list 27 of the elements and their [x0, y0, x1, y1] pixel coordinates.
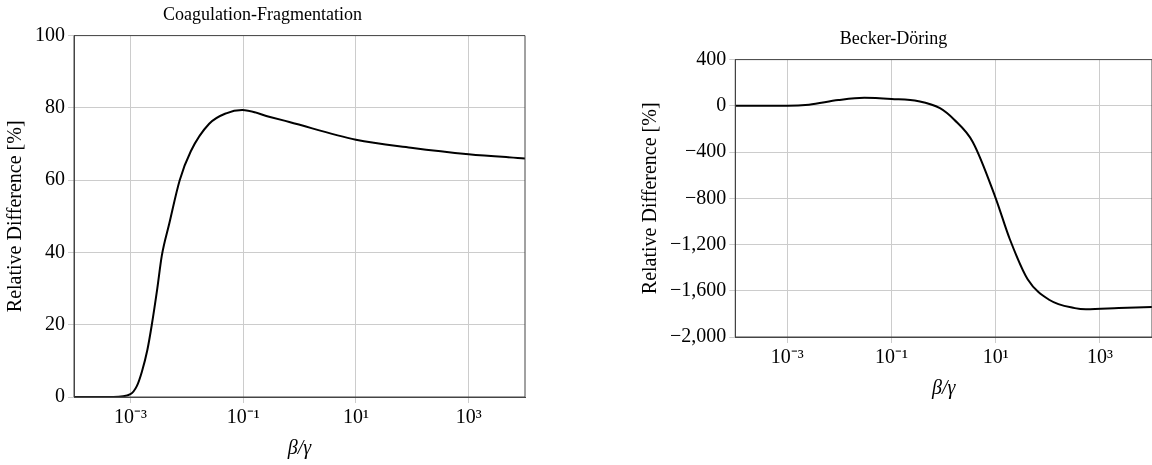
- y-tick-label: −400: [685, 139, 727, 162]
- y-tick-label: −800: [685, 185, 727, 208]
- y-tick-label: 100: [35, 22, 65, 45]
- x-tick-label: 10⁻³: [770, 345, 804, 368]
- y-tick-label: 400: [696, 46, 727, 69]
- y-tick-label: −1,200: [670, 231, 727, 254]
- x-tick-label: 10³: [455, 405, 482, 428]
- x-tick-label: 10⁻³: [113, 405, 147, 428]
- y-tick-label: −2,000: [670, 324, 727, 347]
- x-tick-label: 10¹: [342, 405, 369, 428]
- y-tick-label: 0: [55, 384, 65, 407]
- x-axis-title: β/γ: [286, 436, 313, 460]
- y-tick-label: 80: [45, 95, 65, 118]
- y-tick-label: 0: [716, 93, 727, 116]
- chart-title: Becker-Döring: [839, 27, 948, 48]
- x-tick-label: 10⁻¹: [875, 345, 909, 368]
- x-axis-title: β/γ: [930, 376, 957, 400]
- y-axis-title: Relative Difference [%]: [638, 102, 661, 295]
- y-tick-label: 40: [45, 239, 65, 262]
- x-tick-label: 10⁻¹: [226, 405, 260, 428]
- chart-title: Coagulation-Fragmentation: [163, 3, 362, 24]
- y-tick-label: 20: [45, 311, 65, 334]
- y-tick-label: 60: [45, 167, 65, 190]
- x-tick-label: 10³: [1086, 345, 1113, 368]
- y-axis-title: Relative Difference [%]: [3, 120, 26, 313]
- x-tick-label: 10¹: [982, 345, 1009, 368]
- y-tick-label: −1,600: [670, 278, 727, 301]
